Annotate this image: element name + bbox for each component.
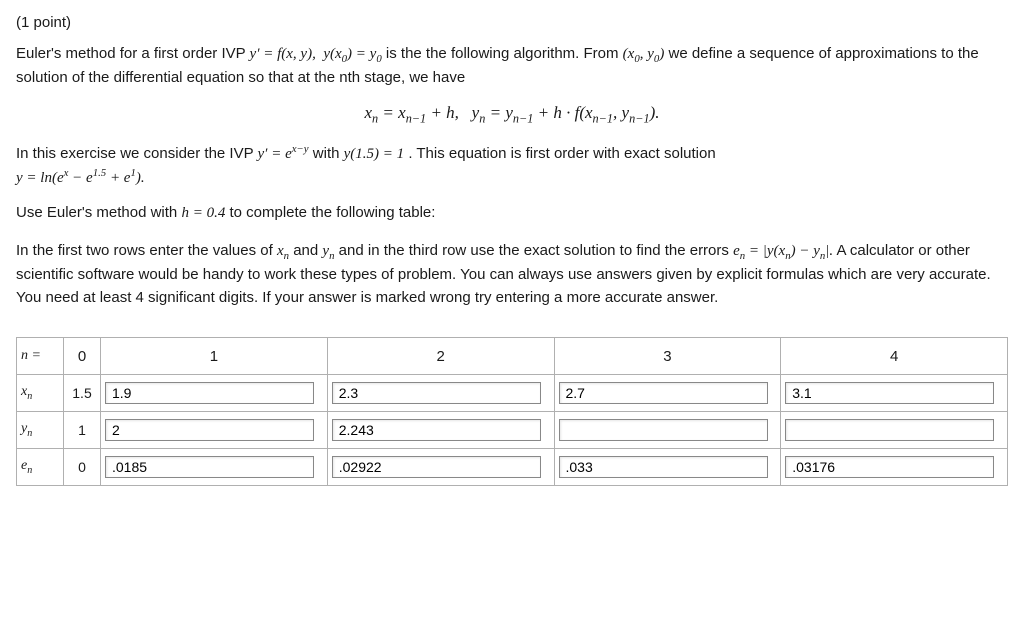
xn-input-2[interactable]	[332, 382, 541, 404]
yn-input-3[interactable]	[559, 419, 768, 441]
en-input-4[interactable]	[785, 456, 994, 478]
xn-input-3[interactable]	[559, 382, 768, 404]
table-row-yn: yn 1	[17, 412, 1008, 449]
n3: 3	[554, 338, 781, 375]
instr-t1: In the first two rows enter the values o…	[16, 242, 277, 259]
euler-recurrence: xn = xn−1 + h, yn = yn−1 + h · f(xn−1, y…	[16, 103, 1008, 126]
ivp-t1: In this exercise we consider the IVP	[16, 145, 258, 162]
use-euler-line: Use Euler's method with h = 0.4 to compl…	[16, 202, 1008, 225]
exact-solution: y = ln(ex − e1.5 + e1).	[16, 170, 145, 186]
use-euler-t1: Use Euler's method with	[16, 204, 181, 221]
en-input-2[interactable]	[332, 456, 541, 478]
instructions: In the first two rows enter the values o…	[16, 240, 1008, 309]
xn-input-1[interactable]	[105, 382, 314, 404]
en-formula: en = |y(xn) − yn|.	[733, 243, 833, 259]
point-xy: (x0, y0)	[623, 46, 665, 62]
yn-input-1[interactable]	[105, 419, 314, 441]
ivp-ic: y(1.5) = 1	[344, 146, 405, 162]
point-line: (1 point)	[16, 12, 1008, 35]
yn-init: 1	[64, 412, 101, 449]
ivp-form: y′ = f(x, y), y(x0) = y0	[250, 46, 382, 62]
n4: 4	[781, 338, 1008, 375]
en-input-1[interactable]	[105, 456, 314, 478]
h-eq: h = 0.4	[181, 205, 225, 221]
intro-t1: Euler's method for a first order IVP	[16, 45, 250, 62]
use-euler-t2: to complete the following table:	[229, 204, 435, 221]
n1: 1	[101, 338, 328, 375]
euler-table: n = 0 1 2 3 4 xn 1.5 yn 1 en 0	[16, 337, 1008, 486]
xn-sym: xn	[277, 243, 289, 259]
n0: 0	[64, 338, 101, 375]
ivp-with: with	[313, 145, 344, 162]
table-row-en: en 0	[17, 449, 1008, 486]
ivp-t2: . This equation is first order with exac…	[408, 145, 715, 162]
en-input-3[interactable]	[559, 456, 768, 478]
n2: 2	[327, 338, 554, 375]
table-row-header: n = 0 1 2 3 4	[17, 338, 1008, 375]
intro-paragraph: Euler's method for a first order IVP y′ …	[16, 43, 1008, 90]
ivp-eq: y′ = ex−y	[258, 146, 309, 162]
intro-t2: is the the following algorithm. From	[386, 45, 623, 62]
yn-sym: yn	[322, 243, 334, 259]
en-label: en	[17, 449, 64, 486]
h-value: 0.4	[207, 205, 226, 221]
instr-t2: and	[293, 242, 322, 259]
n-eq-label: n =	[17, 338, 64, 375]
yn-input-2[interactable]	[332, 419, 541, 441]
yn-input-4[interactable]	[785, 419, 994, 441]
xn-init: 1.5	[64, 375, 101, 412]
table-row-xn: xn 1.5	[17, 375, 1008, 412]
instr-t3: and in the third row use the exact solut…	[339, 242, 733, 259]
xn-label: xn	[17, 375, 64, 412]
ivp-paragraph: In this exercise we consider the IVP y′ …	[16, 141, 1008, 190]
yn-label: yn	[17, 412, 64, 449]
en-init: 0	[64, 449, 101, 486]
xn-input-4[interactable]	[785, 382, 994, 404]
